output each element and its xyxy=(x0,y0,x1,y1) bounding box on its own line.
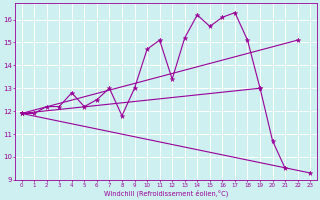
X-axis label: Windchill (Refroidissement éolien,°C): Windchill (Refroidissement éolien,°C) xyxy=(104,189,228,197)
